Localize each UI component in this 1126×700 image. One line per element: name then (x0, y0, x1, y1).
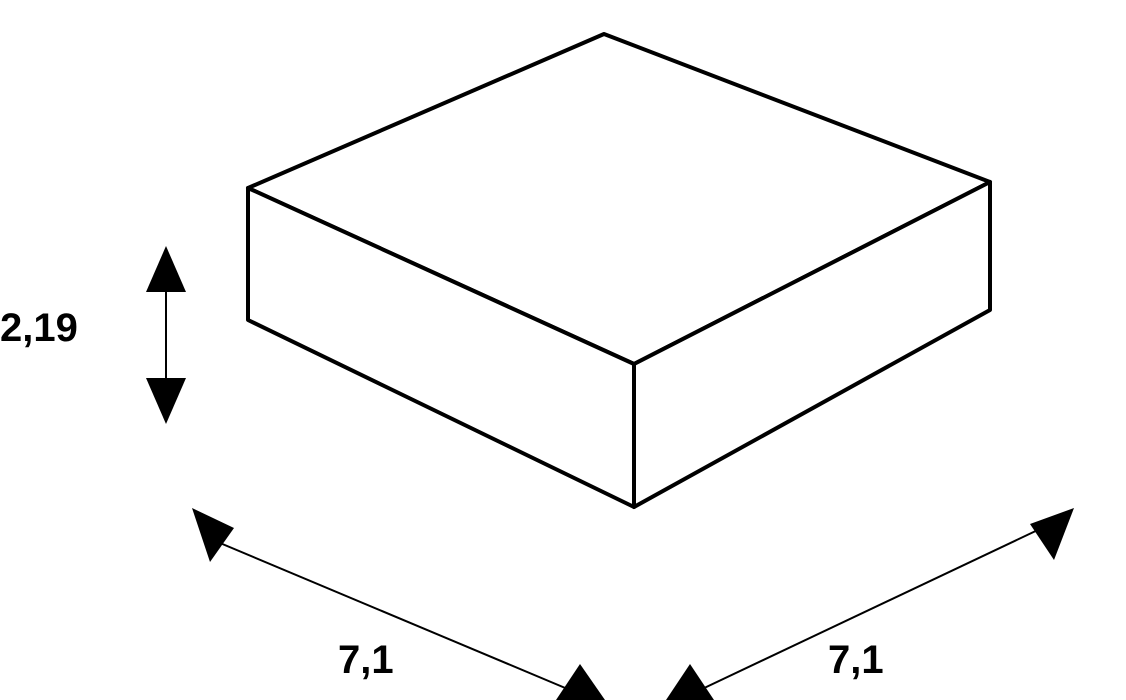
width-left-dimension (192, 508, 605, 700)
height-dimension (146, 246, 186, 424)
dimension-diagram (0, 0, 1126, 700)
height-label: 2,19 (0, 306, 78, 351)
width-right-label: 7,1 (828, 638, 884, 683)
width-left-label: 7,1 (338, 638, 394, 683)
